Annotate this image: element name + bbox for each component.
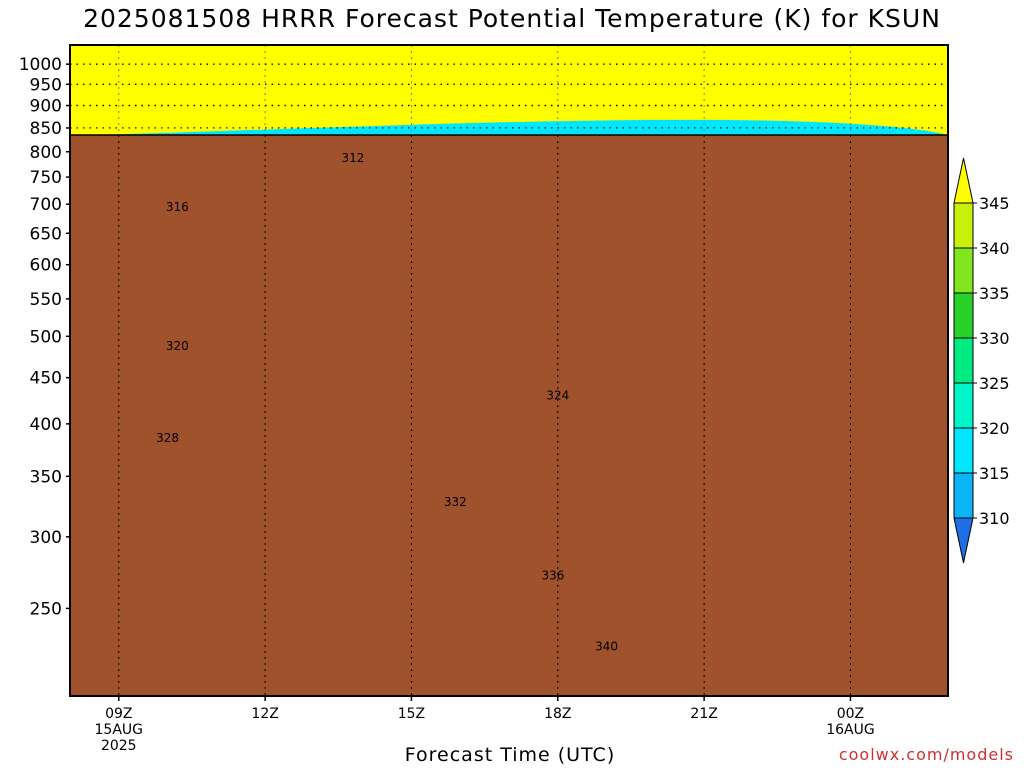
contour-label-336: 336 [541,568,564,582]
contour-label-324: 324 [546,388,569,402]
x-tick-label-21Z: 21Z [690,706,717,722]
colorbar-tick-label-335: 335 [979,284,1010,303]
plot-frame [69,44,949,697]
x-axis-label: Forecast Time (UTC) [404,744,616,766]
x-tick-label-09Z: 09Z [105,706,132,722]
plot-area [70,45,948,696]
terrain-fill [70,134,948,696]
x-tick-date-00Z: 16AUG [826,722,875,738]
contour-label-340: 340 [595,639,618,653]
y-tick-label-900: 900 [30,97,62,117]
y-tick-label-450: 450 [30,369,62,389]
x-tick-label-12Z: 12Z [251,706,278,722]
colorbar-tick-label-345: 345 [979,194,1010,213]
colorbar-tick-label-310: 310 [979,509,1010,528]
contour-label-312: 312 [341,151,364,165]
y-tick-label-300: 300 [30,528,62,548]
y-tick-label-750: 750 [30,168,62,188]
colorbar-box-315-320 [953,427,974,474]
y-tick-label-850: 850 [30,119,62,139]
y-tick-label-550: 550 [30,290,62,310]
chart-title: 2025081508 HRRR Forecast Potential Tempe… [83,4,941,33]
y-tick-label-600: 600 [30,256,62,276]
colorbar-tick-label-315: 315 [979,464,1010,483]
colorbar-box-320-325 [953,382,974,429]
colorbar-box-310-315 [953,472,974,519]
contour-label-320: 320 [166,339,189,353]
y-tick-label-400: 400 [30,415,62,435]
colorbar-tick-label-325: 325 [979,374,1010,393]
contour-label-316: 316 [166,200,189,214]
x-tick-year-09Z: 2025 [101,738,137,754]
colorbar-box-325-330 [953,337,974,384]
colorbar-tick-label-330: 330 [979,329,1010,348]
y-tick-label-650: 650 [30,224,62,244]
x-tick-date-09Z: 15AUG [95,722,144,738]
colorbar-box-330-335 [953,292,974,339]
contour-label-332: 332 [444,495,467,509]
y-tick-label-950: 950 [30,75,62,95]
colorbar-top-arrow [953,157,974,204]
y-tick-label-800: 800 [30,143,62,163]
contour-label-328: 328 [156,431,179,445]
contour-labels: 312 316 320 324 328 332 336 340 [156,151,618,653]
colorbar-tick-label-340: 340 [979,239,1010,258]
credit-link[interactable]: coolwx.com/models [838,745,1014,764]
colorbar: 310 315 320 325 330 335 340 345 [953,157,1010,564]
x-tick-label-00Z: 00Z [837,706,864,722]
y-tick-label-250: 250 [30,599,62,619]
colorbar-box-340-345 [953,202,974,249]
x-tick-label-15Z: 15Z [398,706,425,722]
colorbar-bottom-arrow [953,517,974,564]
y-tick-label-500: 500 [30,327,62,347]
y-tick-label-700: 700 [30,195,62,215]
y-axis-ticks: 2503003504004505005506006507007508008509… [19,55,70,619]
y-tick-label-350: 350 [30,467,62,487]
colorbar-box-335-340 [953,247,974,294]
x-tick-label-18Z: 18Z [544,706,571,722]
colorbar-tick-label-320: 320 [979,419,1010,438]
surface-terrain [70,134,948,696]
y-tick-label-1000: 1000 [19,55,62,75]
